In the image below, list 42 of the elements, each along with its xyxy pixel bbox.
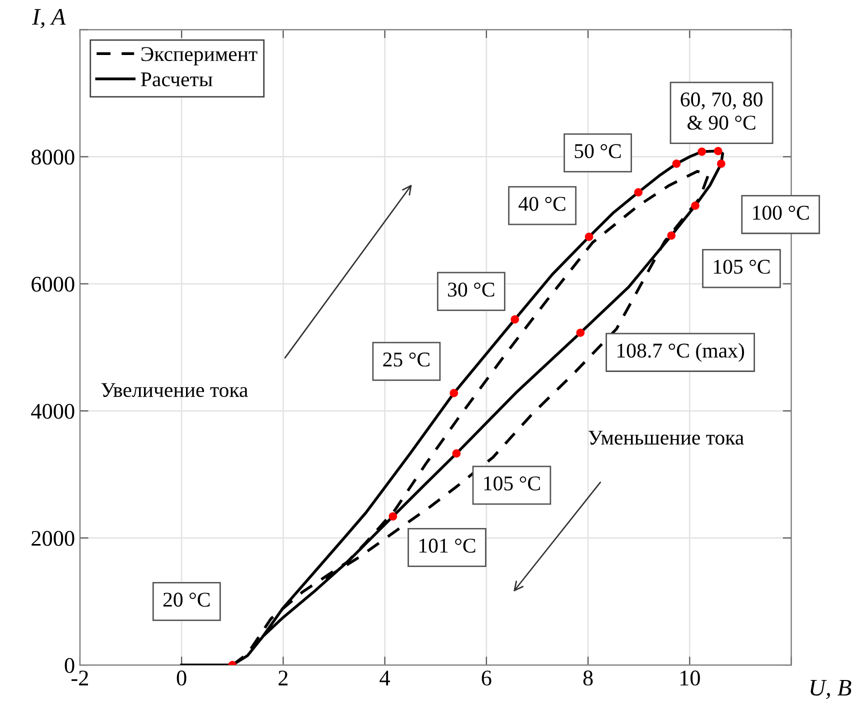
annotation: 50 °C bbox=[574, 144, 621, 158]
point bbox=[388, 512, 398, 521]
annotation: 100 °C bbox=[753, 206, 809, 220]
point bbox=[698, 147, 706, 156]
annotation: 108.7 °C (max) bbox=[618, 342, 744, 362]
annotation: 101 °C bbox=[419, 538, 476, 553]
x-tick-label: 0 bbox=[176, 670, 186, 686]
x-tick-label: 6 bbox=[482, 670, 492, 686]
point bbox=[576, 328, 585, 337]
y-tick-label: 6000 bbox=[32, 276, 74, 292]
x-tick-label: 2 bbox=[278, 670, 288, 686]
y-tick-label: 4000 bbox=[31, 404, 74, 419]
legend-label: Расчеты bbox=[140, 72, 212, 86]
annotation: Увеличение тока bbox=[101, 383, 248, 398]
annotation: 30 °C bbox=[448, 282, 494, 297]
annotation: 25 °C bbox=[383, 352, 430, 367]
x-tick-label: 4 bbox=[380, 670, 390, 686]
legend-label: Эксперимент bbox=[142, 47, 258, 66]
x-tick-label: 8 bbox=[583, 670, 593, 686]
y-tick-label: 8000 bbox=[32, 150, 74, 165]
point bbox=[510, 315, 520, 324]
x-axis-title: U, B bbox=[810, 680, 852, 700]
point bbox=[667, 231, 676, 240]
annotation: 105 °C bbox=[484, 476, 540, 490]
y-tick-label: 2000 bbox=[32, 530, 74, 546]
y-tick-label: 0 bbox=[64, 658, 74, 673]
x-tick-label: -2 bbox=[72, 670, 88, 686]
point bbox=[714, 146, 722, 156]
x-tick-label: 10 bbox=[680, 670, 700, 686]
annotation: 20 °C bbox=[163, 592, 210, 607]
point bbox=[672, 160, 681, 168]
point bbox=[716, 160, 726, 168]
y-axis-title: I, A bbox=[32, 9, 66, 28]
point bbox=[634, 188, 643, 196]
point bbox=[691, 201, 700, 210]
point bbox=[450, 388, 458, 398]
annotation: 40 °C bbox=[518, 196, 566, 211]
annotation: Уменьшение тока bbox=[588, 430, 744, 445]
annotation: 105 °C bbox=[714, 260, 770, 274]
annotation: 60, 70, 80 & 90 °C bbox=[680, 92, 762, 130]
point bbox=[584, 232, 594, 241]
point bbox=[452, 449, 461, 458]
